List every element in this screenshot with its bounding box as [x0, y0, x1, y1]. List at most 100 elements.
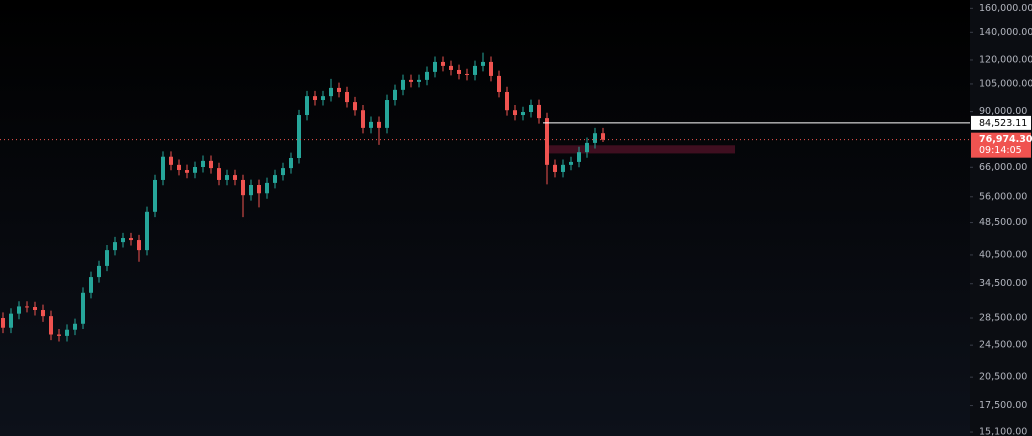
candle-body	[241, 179, 245, 196]
y-tick-label: 20,500.00	[979, 372, 1027, 383]
candle-body	[489, 61, 493, 76]
candle-body	[481, 61, 485, 66]
candle-body	[113, 242, 117, 251]
candle-body	[249, 184, 253, 196]
level-label: 84,523.11	[979, 118, 1027, 129]
candle-body	[553, 164, 557, 172]
y-tick-label: 56,000.00	[979, 191, 1027, 202]
candle-body	[465, 73, 469, 75]
candle-body	[57, 334, 61, 336]
y-tick-label: 105,000.00	[979, 78, 1032, 89]
candle-body	[1, 318, 5, 328]
candle-body	[417, 79, 421, 82]
candle-body	[337, 87, 341, 92]
candle-body	[137, 240, 141, 251]
candle-body	[529, 104, 533, 113]
candle-body	[185, 170, 189, 173]
price-axis	[970, 0, 1032, 436]
candle-body	[305, 96, 309, 116]
candle-body	[513, 110, 517, 116]
candle-body	[521, 112, 525, 116]
y-tick-label: 34,500.00	[979, 278, 1027, 289]
candle-body	[569, 161, 573, 165]
candle-body	[177, 164, 181, 171]
candle-body	[449, 65, 453, 70]
candle-body	[321, 96, 325, 101]
candle-body	[225, 175, 229, 180]
candle-body	[297, 115, 301, 159]
candle-body	[585, 142, 589, 153]
candle-body	[265, 182, 269, 194]
candle-body	[169, 156, 173, 165]
y-tick-label: 140,000.00	[979, 27, 1032, 38]
candle-body	[537, 104, 541, 119]
candle-body	[497, 75, 501, 92]
candle-body	[201, 160, 205, 168]
candle-body	[105, 250, 109, 266]
candle-body	[377, 121, 381, 128]
candle-body	[345, 91, 349, 103]
candle-body	[25, 306, 29, 308]
candle-body	[409, 79, 413, 82]
candle-body	[313, 96, 317, 101]
candle-body	[257, 184, 261, 194]
candle-body	[601, 133, 605, 140]
candle-body	[81, 292, 85, 324]
y-tick-label: 24,500.00	[979, 340, 1027, 351]
candle-body	[65, 329, 69, 336]
candle-body	[209, 160, 213, 169]
candle-body	[33, 307, 37, 311]
candle-body	[473, 65, 477, 75]
candle-body	[73, 323, 77, 330]
candle-body	[329, 87, 333, 97]
candle-body	[289, 158, 293, 169]
candle-body	[17, 306, 21, 314]
y-tick-label: 40,500.00	[979, 249, 1027, 260]
candle-body	[369, 121, 373, 128]
y-tick-label: 90,000.00	[979, 106, 1027, 117]
zone	[549, 145, 735, 154]
candle-body	[121, 238, 125, 243]
countdown: 09:14:05	[979, 145, 1022, 156]
candle-body	[41, 310, 45, 317]
candle-body	[233, 175, 237, 180]
candle-body	[393, 89, 397, 101]
candle-body	[97, 265, 101, 278]
last-price-label: 76,974.30	[979, 134, 1032, 145]
candle-body	[217, 168, 221, 180]
candle-body	[9, 313, 13, 328]
candle-body	[545, 118, 549, 165]
candle-body	[425, 71, 429, 80]
candle-body	[161, 156, 165, 180]
candle-body	[433, 61, 437, 72]
candle-body	[145, 211, 149, 251]
candle-body	[129, 238, 133, 241]
candle-body	[457, 69, 461, 74]
candle-body	[593, 133, 597, 143]
candle-body	[273, 175, 277, 183]
candle-body	[577, 152, 581, 162]
candle-body	[193, 167, 197, 173]
y-tick-label: 160,000.00	[979, 3, 1032, 14]
candle-body	[89, 277, 93, 293]
y-tick-label: 48,500.00	[979, 217, 1027, 228]
candle-body	[153, 179, 157, 212]
y-tick-label: 66,000.00	[979, 162, 1027, 173]
candle-body	[561, 164, 565, 172]
y-tick-label: 15,100.00	[979, 427, 1027, 436]
candle-body	[353, 102, 357, 111]
level-label-box	[971, 115, 1031, 130]
y-tick-label: 28,500.00	[979, 313, 1027, 324]
last-price-box	[971, 132, 1031, 158]
candle-body	[49, 316, 53, 335]
candle-body	[505, 91, 509, 111]
y-tick-label: 120,000.00	[979, 54, 1032, 65]
candle-body	[361, 110, 365, 128]
candle-body	[441, 61, 445, 66]
candle-body	[401, 79, 405, 90]
y-tick-label: 17,500.00	[979, 400, 1027, 411]
candle-body	[385, 100, 389, 128]
candle-body	[281, 168, 285, 176]
